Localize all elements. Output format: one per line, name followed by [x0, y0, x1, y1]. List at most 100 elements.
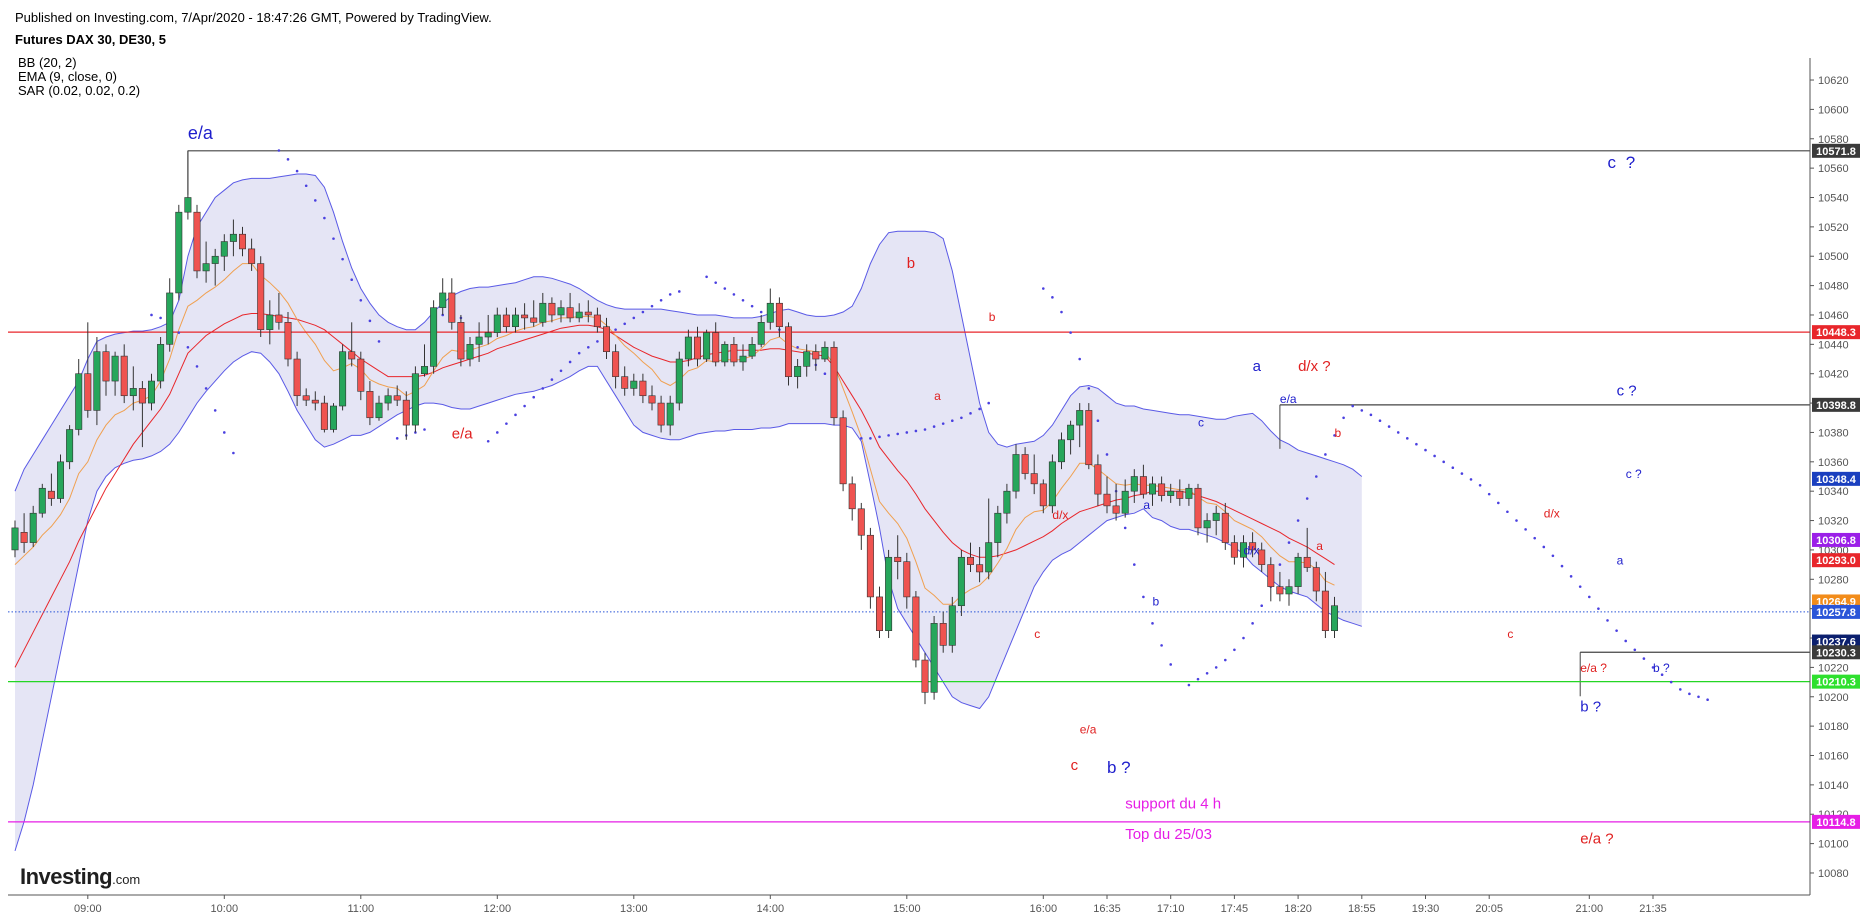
- price-label-10: 10210.3: [1816, 677, 1856, 689]
- sar-dot: [1087, 387, 1091, 390]
- sar-dot: [632, 316, 636, 320]
- candle-body: [420, 366, 428, 375]
- candle-body: [612, 351, 620, 377]
- sar-dot: [1333, 434, 1336, 437]
- candle-body: [584, 311, 592, 316]
- sar-dot: [1224, 658, 1227, 662]
- candle-body: [684, 336, 692, 360]
- sar-dot: [1460, 472, 1464, 475]
- sar-dot: [750, 304, 754, 308]
- sar-dot: [1260, 604, 1263, 608]
- sar-dot: [1560, 564, 1564, 568]
- price-tick-label: 10480: [1818, 281, 1849, 293]
- candle-body: [1212, 512, 1220, 521]
- price-label-box-5: [1812, 553, 1860, 568]
- time-tick-label: 21:35: [1639, 903, 1667, 915]
- candle-body: [339, 351, 347, 407]
- sar-dot: [1406, 437, 1409, 440]
- candle-body: [366, 391, 374, 419]
- price-tick-label: 10380: [1818, 427, 1849, 439]
- candle-body: [985, 542, 993, 573]
- candle-body: [1203, 520, 1211, 529]
- candle-body: [439, 292, 447, 308]
- wave-label-5: c: [1608, 153, 1617, 172]
- sar-dot: [1588, 595, 1591, 599]
- wave-label-2: b: [989, 310, 996, 324]
- candle-body: [830, 346, 838, 419]
- sar-dot: [1533, 536, 1536, 540]
- sar-dot: [314, 199, 317, 202]
- indicator-bb[interactable]: BB (20, 2): [18, 55, 77, 70]
- indicator-ema[interactable]: EMA (9, close, 0): [18, 69, 117, 84]
- sar-dot: [650, 304, 654, 308]
- candle-body: [703, 332, 711, 360]
- indicator-sar[interactable]: SAR (0.02, 0.02, 0.2): [18, 83, 141, 98]
- sar-dot: [1142, 595, 1145, 599]
- sar-dot: [523, 404, 526, 408]
- price-label-box-9: [1812, 645, 1860, 660]
- sar-dot: [1606, 619, 1609, 622]
- candle-body: [784, 326, 792, 377]
- sar-dot: [1342, 416, 1345, 420]
- sar-dot: [341, 257, 344, 261]
- sar-dot: [559, 369, 563, 373]
- candle-body: [193, 211, 201, 272]
- candle-body: [411, 373, 419, 426]
- candle-body: [430, 307, 438, 367]
- candle-body: [111, 355, 119, 382]
- price-label-box-2: [1812, 397, 1860, 412]
- candle-body: [1085, 410, 1093, 466]
- candle-body: [1176, 490, 1184, 499]
- wave-label-11: b: [1335, 426, 1342, 440]
- candle-body: [530, 317, 538, 323]
- price-label-box-8: [1812, 634, 1860, 649]
- sar-dot: [414, 431, 417, 434]
- sar-dot: [641, 310, 645, 314]
- sar-dot: [232, 451, 235, 455]
- sar-dot: [1660, 673, 1664, 677]
- sar-dot: [1624, 639, 1627, 643]
- sar-dot: [987, 401, 990, 405]
- candle-body: [1121, 490, 1129, 514]
- candle-body: [939, 623, 947, 646]
- candle-body: [875, 596, 883, 631]
- candle-body: [1258, 549, 1266, 565]
- candle-body: [1249, 542, 1257, 551]
- logo-suffix: .com: [112, 872, 141, 887]
- sar-dot: [823, 372, 827, 376]
- sar-dot: [887, 434, 890, 437]
- sar-dot: [1515, 519, 1518, 522]
- sar-dot: [1633, 648, 1637, 652]
- candle-body: [539, 302, 547, 323]
- candle-body: [384, 395, 392, 404]
- price-label-box-1: [1812, 325, 1860, 340]
- candle-body: [812, 351, 820, 360]
- price-tick-label: 10280: [1818, 574, 1849, 586]
- candle-body: [66, 429, 74, 463]
- candle-body: [311, 399, 319, 404]
- sar-dot: [304, 184, 308, 188]
- sar-dot: [204, 387, 208, 390]
- sar-dot: [1578, 585, 1582, 588]
- price-tick-label: 10340: [1818, 486, 1849, 498]
- wave-label-3: a: [934, 389, 941, 403]
- candle-body: [903, 561, 911, 598]
- sar-dot: [1214, 666, 1218, 669]
- sar-dot: [896, 432, 899, 436]
- sar-dot: [1105, 453, 1109, 456]
- candle-body: [329, 405, 337, 430]
- price-tick-label: 10440: [1818, 339, 1849, 351]
- candle-body: [948, 605, 956, 646]
- candle-body: [47, 490, 55, 499]
- ema9-line: [14, 263, 1335, 605]
- candle-body: [1067, 424, 1075, 441]
- sar-dot: [1242, 636, 1245, 640]
- sar-dot: [969, 412, 972, 415]
- candle-body: [84, 373, 92, 411]
- time-tick-label: 16:35: [1093, 903, 1121, 915]
- price-tick-label: 10080: [1818, 868, 1849, 880]
- sar-dot: [1597, 607, 1600, 610]
- candle-body: [1185, 487, 1193, 499]
- candle-body: [148, 380, 156, 404]
